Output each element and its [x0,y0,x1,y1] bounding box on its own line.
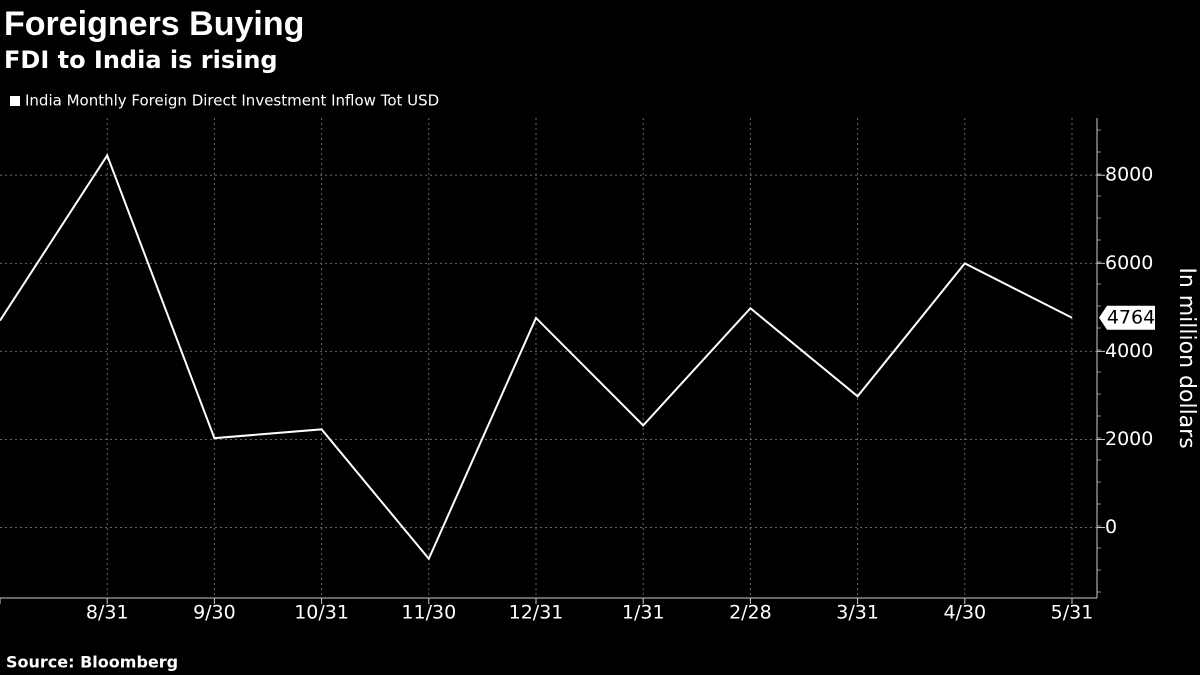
legend-swatch [10,96,20,106]
y-tick-label: 2000 [1105,428,1153,450]
y-tick-label: 8000 [1105,164,1153,186]
x-tick-label: 11/30 [401,602,456,624]
y-tick-label: 0 [1105,516,1117,538]
legend-label: India Monthly Foreign Direct Investment … [25,92,439,110]
line-series [0,153,1073,561]
chart-subtitle: FDI to India is rising [4,46,278,74]
last-value-box [1099,305,1155,330]
y-axis-label: In million dollars [1174,267,1199,448]
y-tick-label: 6000 [1105,252,1153,274]
x-tick-label: 4/30 [943,602,986,624]
chart-title: Foreigners Buying [4,5,304,43]
x-tick-label: 3/31 [836,602,879,624]
x-tick-label: 2/28 [729,602,772,624]
y-tick-label: 4000 [1105,340,1153,362]
x-tick-label: 8/31 [86,602,129,624]
x-tick-label: 5/31 [1051,602,1094,624]
x-tick-label: 12/31 [509,602,564,624]
x-tick-label: 1/31 [622,602,665,624]
x-tick-label: 10/31 [294,602,349,624]
source: Source: Bloomberg [6,653,178,672]
last-value-label: 4764 [1107,306,1155,328]
x-tick-label: 9/30 [193,602,236,624]
